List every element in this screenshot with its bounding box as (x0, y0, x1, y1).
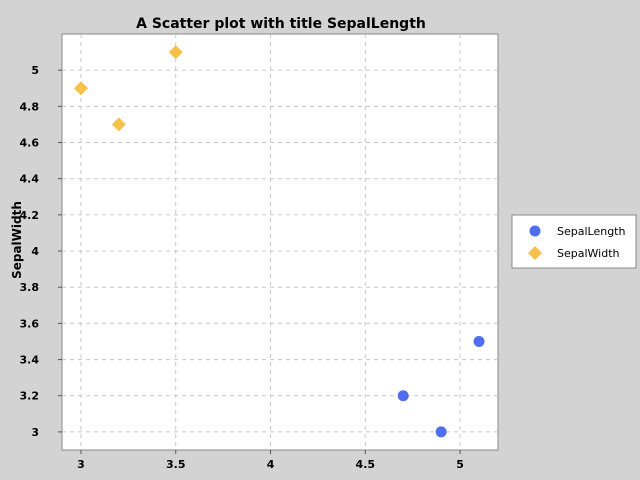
legend-items: SepalLength SepalWidth (528, 225, 625, 260)
x-tick-label: 5 (456, 458, 464, 471)
legend-label: SepalLength (557, 225, 625, 238)
x-tick-label: 4 (267, 458, 275, 471)
legend-label: SepalWidth (557, 247, 620, 260)
y-tick-label: 3.2 (20, 390, 40, 403)
data-points (73, 45, 485, 438)
legend-box (511, 214, 637, 269)
plot-area (61, 33, 499, 451)
y-tick-label: 3.6 (20, 317, 40, 330)
x-tick-label: 3.5 (166, 458, 186, 471)
grid-lines (62, 34, 498, 450)
x-tick-label: 4.5 (356, 458, 376, 471)
y-tick-label: 3.4 (20, 354, 40, 367)
legend-diamond-icon (528, 246, 542, 260)
data-point-circle (435, 426, 447, 438)
x-tick-label: 3 (77, 458, 85, 471)
y-tick-label: 4.8 (20, 100, 40, 113)
data-point-diamond (73, 81, 88, 96)
data-point-diamond (111, 117, 126, 132)
legend: SepalLength SepalWidth (511, 214, 637, 269)
y-tick-label: 3.8 (20, 281, 40, 294)
data-point-diamond (168, 45, 183, 60)
y-axis-label: SepalWidth (10, 201, 24, 279)
axis-ticks: 3 3.5 4 4.5 5 3 3.2 3.4 3.6 3.8 4 4.2 4.4 4.6 4.8 5 (20, 64, 464, 471)
legend-circle-icon (529, 225, 541, 237)
data-point-circle (397, 390, 409, 402)
y-tick-label: 5 (31, 64, 39, 77)
y-tick-label: 3 (31, 426, 39, 439)
chart-title: A Scatter plot with title SepalLength (136, 16, 426, 32)
y-tick-label: 4.6 (20, 137, 40, 150)
data-point-circle (473, 335, 485, 347)
y-tick-label: 4 (31, 245, 39, 258)
y-tick-label: 4.4 (20, 173, 40, 186)
y-tick-label: 4.2 (20, 209, 40, 222)
